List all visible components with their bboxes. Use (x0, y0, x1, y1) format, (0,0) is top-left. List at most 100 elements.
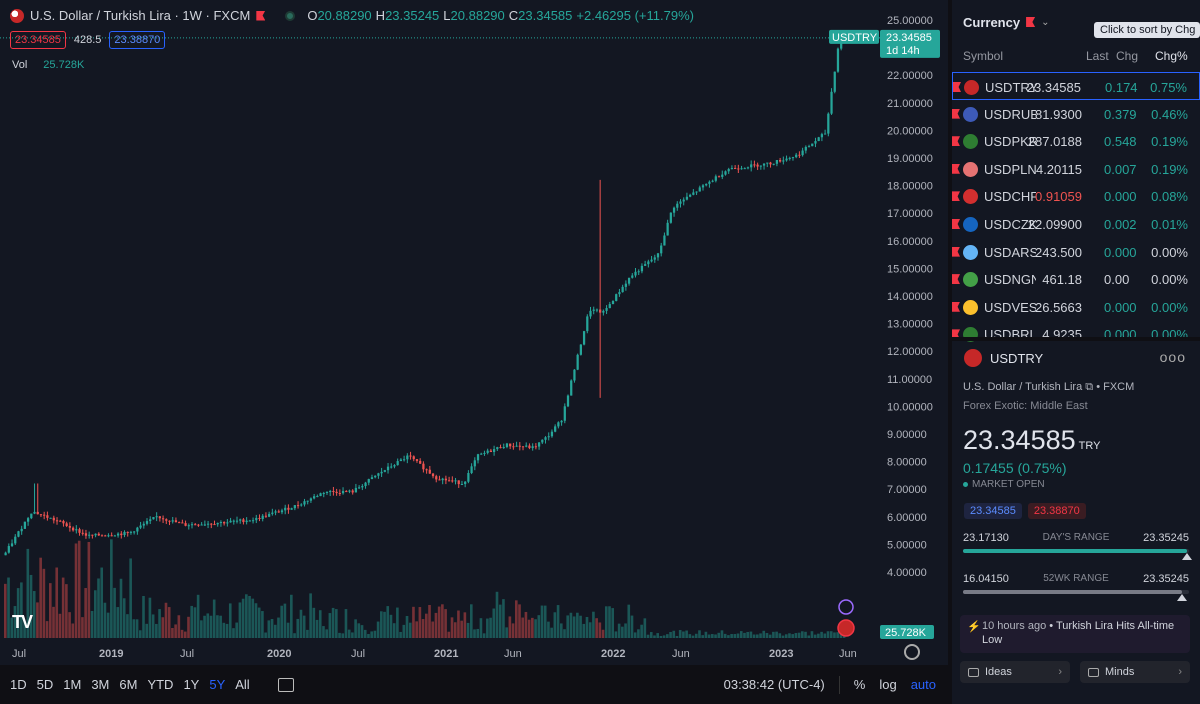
candle-body (823, 133, 827, 135)
red-flag-icon[interactable] (952, 301, 960, 312)
candle-body (354, 487, 358, 493)
watchlist-row[interactable]: USDPKR 287.0188 0.548 0.19% (952, 127, 1200, 155)
range-5d-button[interactable]: 5D (36, 677, 54, 692)
chart-settings-gear-icon[interactable] (904, 644, 920, 660)
watchlist-row[interactable]: USDNGN 461.18 0.00 0.00% (952, 265, 1200, 293)
panel-divider[interactable] (952, 337, 1200, 341)
log-scale-toggle[interactable]: log (879, 677, 897, 692)
chevron-down-icon[interactable]: ⌄ (1041, 16, 1050, 28)
go-to-date-calendar-icon[interactable] (277, 677, 294, 692)
volume-bar (48, 583, 52, 638)
external-link-icon[interactable]: ⧉ (1085, 381, 1097, 393)
watchlist-row[interactable]: USDTRY 23.34585 0.174 0.75% (952, 72, 1200, 100)
percent-scale-toggle[interactable]: % (853, 677, 866, 692)
watchlist-row[interactable]: USDPLN 4.20115 0.007 0.19% (952, 155, 1200, 183)
sell-price-box[interactable]: 23.34585 (10, 31, 66, 49)
candle-body (78, 529, 81, 533)
price-axis-label: 13.00000 (887, 319, 933, 331)
candle-body (68, 526, 72, 528)
volume-bar (450, 617, 454, 638)
volume-bar (261, 611, 264, 638)
watchlist-row[interactable]: USDBRL 4.9235 0.000 0.00% (952, 320, 1200, 348)
red-flag-icon[interactable] (952, 274, 960, 285)
candle-body (509, 443, 512, 447)
red-flag-icon[interactable] (952, 108, 960, 119)
range-all-button[interactable]: All (235, 677, 250, 692)
watchlist-row[interactable]: USDRUB 81.9300 0.379 0.46% (952, 100, 1200, 128)
watchlist-row[interactable]: USDCZK 22.09900 0.002 0.01% (952, 210, 1200, 238)
price-axis-label: 10.00000 (887, 401, 933, 413)
buy-price-box[interactable]: 23.38870 (109, 31, 166, 49)
candle-body (586, 316, 589, 332)
candle-body (595, 309, 599, 311)
candle-body (701, 185, 705, 188)
price-axis-label: 11.00000 (887, 374, 932, 386)
volume-bar (447, 631, 451, 638)
ideas-tab[interactable]: Ideas › (960, 661, 1070, 683)
clock[interactable]: 03:38:42 (UTC-4) (723, 677, 825, 692)
volume-bar (476, 628, 480, 638)
price-chart[interactable]: 25.0000024.0000022.0000021.0000020.00000… (0, 0, 948, 665)
volume-bar (473, 629, 476, 638)
candle-body (190, 524, 194, 526)
candle-body (769, 162, 772, 165)
range-5y-button[interactable]: 5Y (209, 677, 226, 692)
col-symbol[interactable]: Symbol (963, 49, 1004, 63)
volume-bar (351, 632, 354, 638)
col-last[interactable]: Last (1086, 49, 1109, 63)
volume-bar (299, 609, 303, 638)
volume-bar (200, 620, 203, 638)
news-item[interactable]: ⚡ 10 hours ago • Turkish Lira Hits All-t… (960, 615, 1190, 653)
tradingview-logo-icon[interactable]: TV (12, 612, 33, 632)
volume-bar (514, 600, 518, 638)
range-3m-button[interactable]: 3M (91, 677, 110, 692)
auto-scale-toggle[interactable]: auto (910, 677, 936, 692)
more-options-icon[interactable]: ooo (1159, 349, 1186, 365)
red-flag-icon[interactable] (952, 136, 960, 147)
watchlist-title[interactable]: Currency (963, 14, 1021, 30)
time-axis-label: Jun (504, 648, 522, 660)
candle-body (464, 481, 467, 485)
range-6m-button[interactable]: 6M (119, 677, 138, 692)
candle-body (795, 154, 798, 158)
volume-bar (290, 594, 293, 638)
candle-body (123, 531, 126, 536)
range-1m-button[interactable]: 1M (63, 677, 82, 692)
volume-bar (370, 631, 373, 638)
volume-bar (383, 611, 386, 638)
red-flag-icon[interactable] (952, 191, 960, 202)
col-chg[interactable]: Chg (1116, 49, 1139, 63)
candle-body (155, 516, 158, 518)
candle-body (811, 143, 814, 147)
volume-bar (61, 577, 65, 638)
col-chg-pct[interactable]: Chg% (1155, 49, 1188, 63)
volume-bar (694, 633, 698, 638)
range-1d-button[interactable]: 1D (10, 677, 27, 692)
red-flag-icon[interactable] (256, 10, 266, 21)
red-flag-icon[interactable] (952, 246, 960, 257)
red-flag-icon[interactable] (952, 218, 960, 229)
candle-body (268, 513, 271, 517)
minds-tab[interactable]: Minds › (1080, 661, 1190, 683)
candle-body (39, 514, 43, 516)
watchlist-row[interactable]: USDARS 243.500 0.000 0.00% (952, 238, 1200, 266)
candle-body (554, 426, 557, 432)
volume-bar (241, 598, 245, 638)
red-flag-icon[interactable] (952, 163, 960, 174)
candle-body (104, 535, 107, 537)
watchlist-row[interactable]: USDCHF 0.91059 0.000 0.08% (952, 182, 1200, 210)
watchlist-row[interactable]: USDVES 26.5663 0.000 0.00% (952, 293, 1200, 321)
symbol-title[interactable]: U.S. Dollar / Turkish Lira · 1W · FXCM (30, 8, 251, 23)
candle-body (669, 212, 672, 223)
volume-bar (627, 604, 631, 638)
red-flag-icon[interactable] (953, 82, 961, 92)
chart-panel[interactable]: 25.0000024.0000022.0000021.0000020.00000… (0, 0, 948, 665)
candle-body (615, 294, 618, 301)
red-flag-icon[interactable] (952, 329, 960, 340)
range-1y-button[interactable]: 1Y (183, 677, 200, 692)
candle-body (248, 520, 251, 522)
us-turkey-flag-icon (964, 349, 982, 367)
time-axis-label: 2022 (601, 648, 625, 660)
candle-body (807, 146, 811, 148)
range-ytd-button[interactable]: YTD (147, 677, 174, 692)
